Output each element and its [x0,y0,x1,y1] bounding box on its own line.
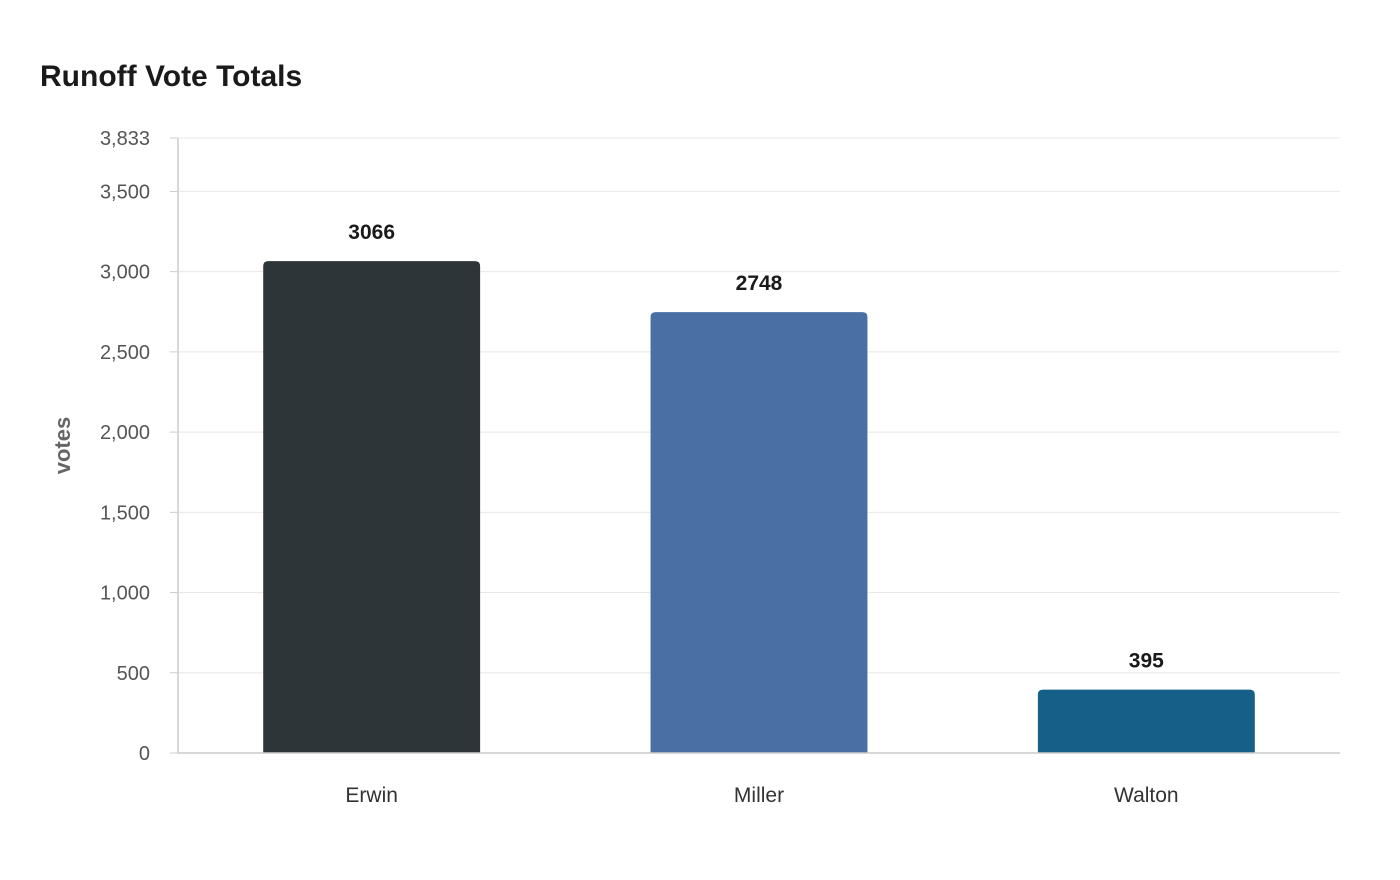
bars [263,261,1255,753]
y-tick-label: 0 [139,743,150,765]
value-label-walton: 395 [1129,650,1164,673]
y-axis-title: votes [50,417,75,474]
y-tick-label: 3,833 [100,128,150,150]
chart-title: Runoff Vote Totals [40,60,303,93]
value-labels: 3066 2748 395 [348,221,1164,673]
bar-erwin [263,261,481,753]
x-tick-label-walton: Walton [1114,784,1179,807]
x-tick-label-erwin: Erwin [345,784,398,807]
value-label-miller: 2748 [736,272,783,295]
y-tick-label: 3,500 [100,181,150,203]
bar-walton [1037,689,1255,753]
y-tick-label: 2,500 [100,342,150,364]
y-axis-ticks: 0 500 1,000 1,500 2,000 2,500 3,000 3,500 3,833 [100,128,178,765]
y-tick-label: 2,000 [100,422,150,444]
y-tick-label: 3,000 [100,262,150,284]
x-tick-label-miller: Miller [734,784,784,807]
value-label-erwin: 3066 [348,221,395,244]
x-axis-labels: Erwin Miller Walton [345,784,1178,807]
y-tick-label: 1,500 [100,502,150,524]
y-tick-label: 500 [117,663,150,685]
y-tick-label: 1,000 [100,583,150,605]
bar-miller [650,312,868,753]
